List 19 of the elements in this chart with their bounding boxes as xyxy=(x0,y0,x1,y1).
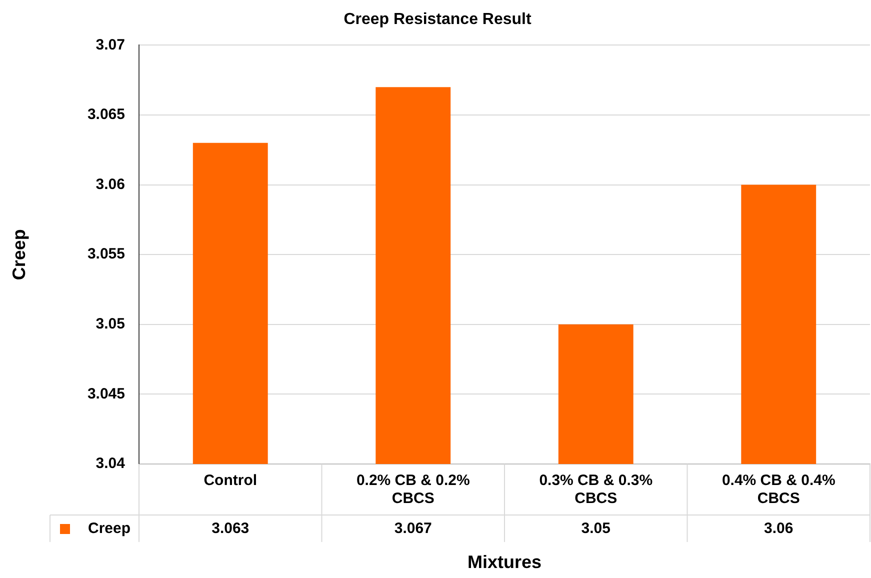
data-label: 3.063 xyxy=(212,520,250,538)
y-tick-label: 3.04 xyxy=(96,455,126,472)
y-tick-label: 3.045 xyxy=(87,385,125,402)
data-label: 3.05 xyxy=(581,520,610,538)
data-label: 3.067 xyxy=(394,520,432,538)
x-tick-label: 0.3% CB & 0.3% CBCS xyxy=(539,472,653,508)
legend-label: Creep xyxy=(88,520,131,538)
y-tick-label: 3.055 xyxy=(87,246,125,263)
y-tick-label: 3.05 xyxy=(96,316,125,333)
chart-title: Creep Resistance Result xyxy=(344,11,532,28)
data-label: 3.06 xyxy=(764,520,794,538)
x-axis-title: Mixtures xyxy=(467,552,542,572)
x-tick-label: Control xyxy=(204,472,258,490)
y-tick-label: 3.07 xyxy=(96,36,125,54)
x-tick-label: 0.4% CB & 0.4% CBCS xyxy=(722,472,836,508)
y-tick-label: 3.065 xyxy=(87,106,125,124)
x-tick-label: 0.2% CB & 0.2% CBCS xyxy=(356,472,470,508)
y-tick-label: 3.06 xyxy=(96,176,125,193)
y-axis-title: Creep xyxy=(8,229,29,280)
